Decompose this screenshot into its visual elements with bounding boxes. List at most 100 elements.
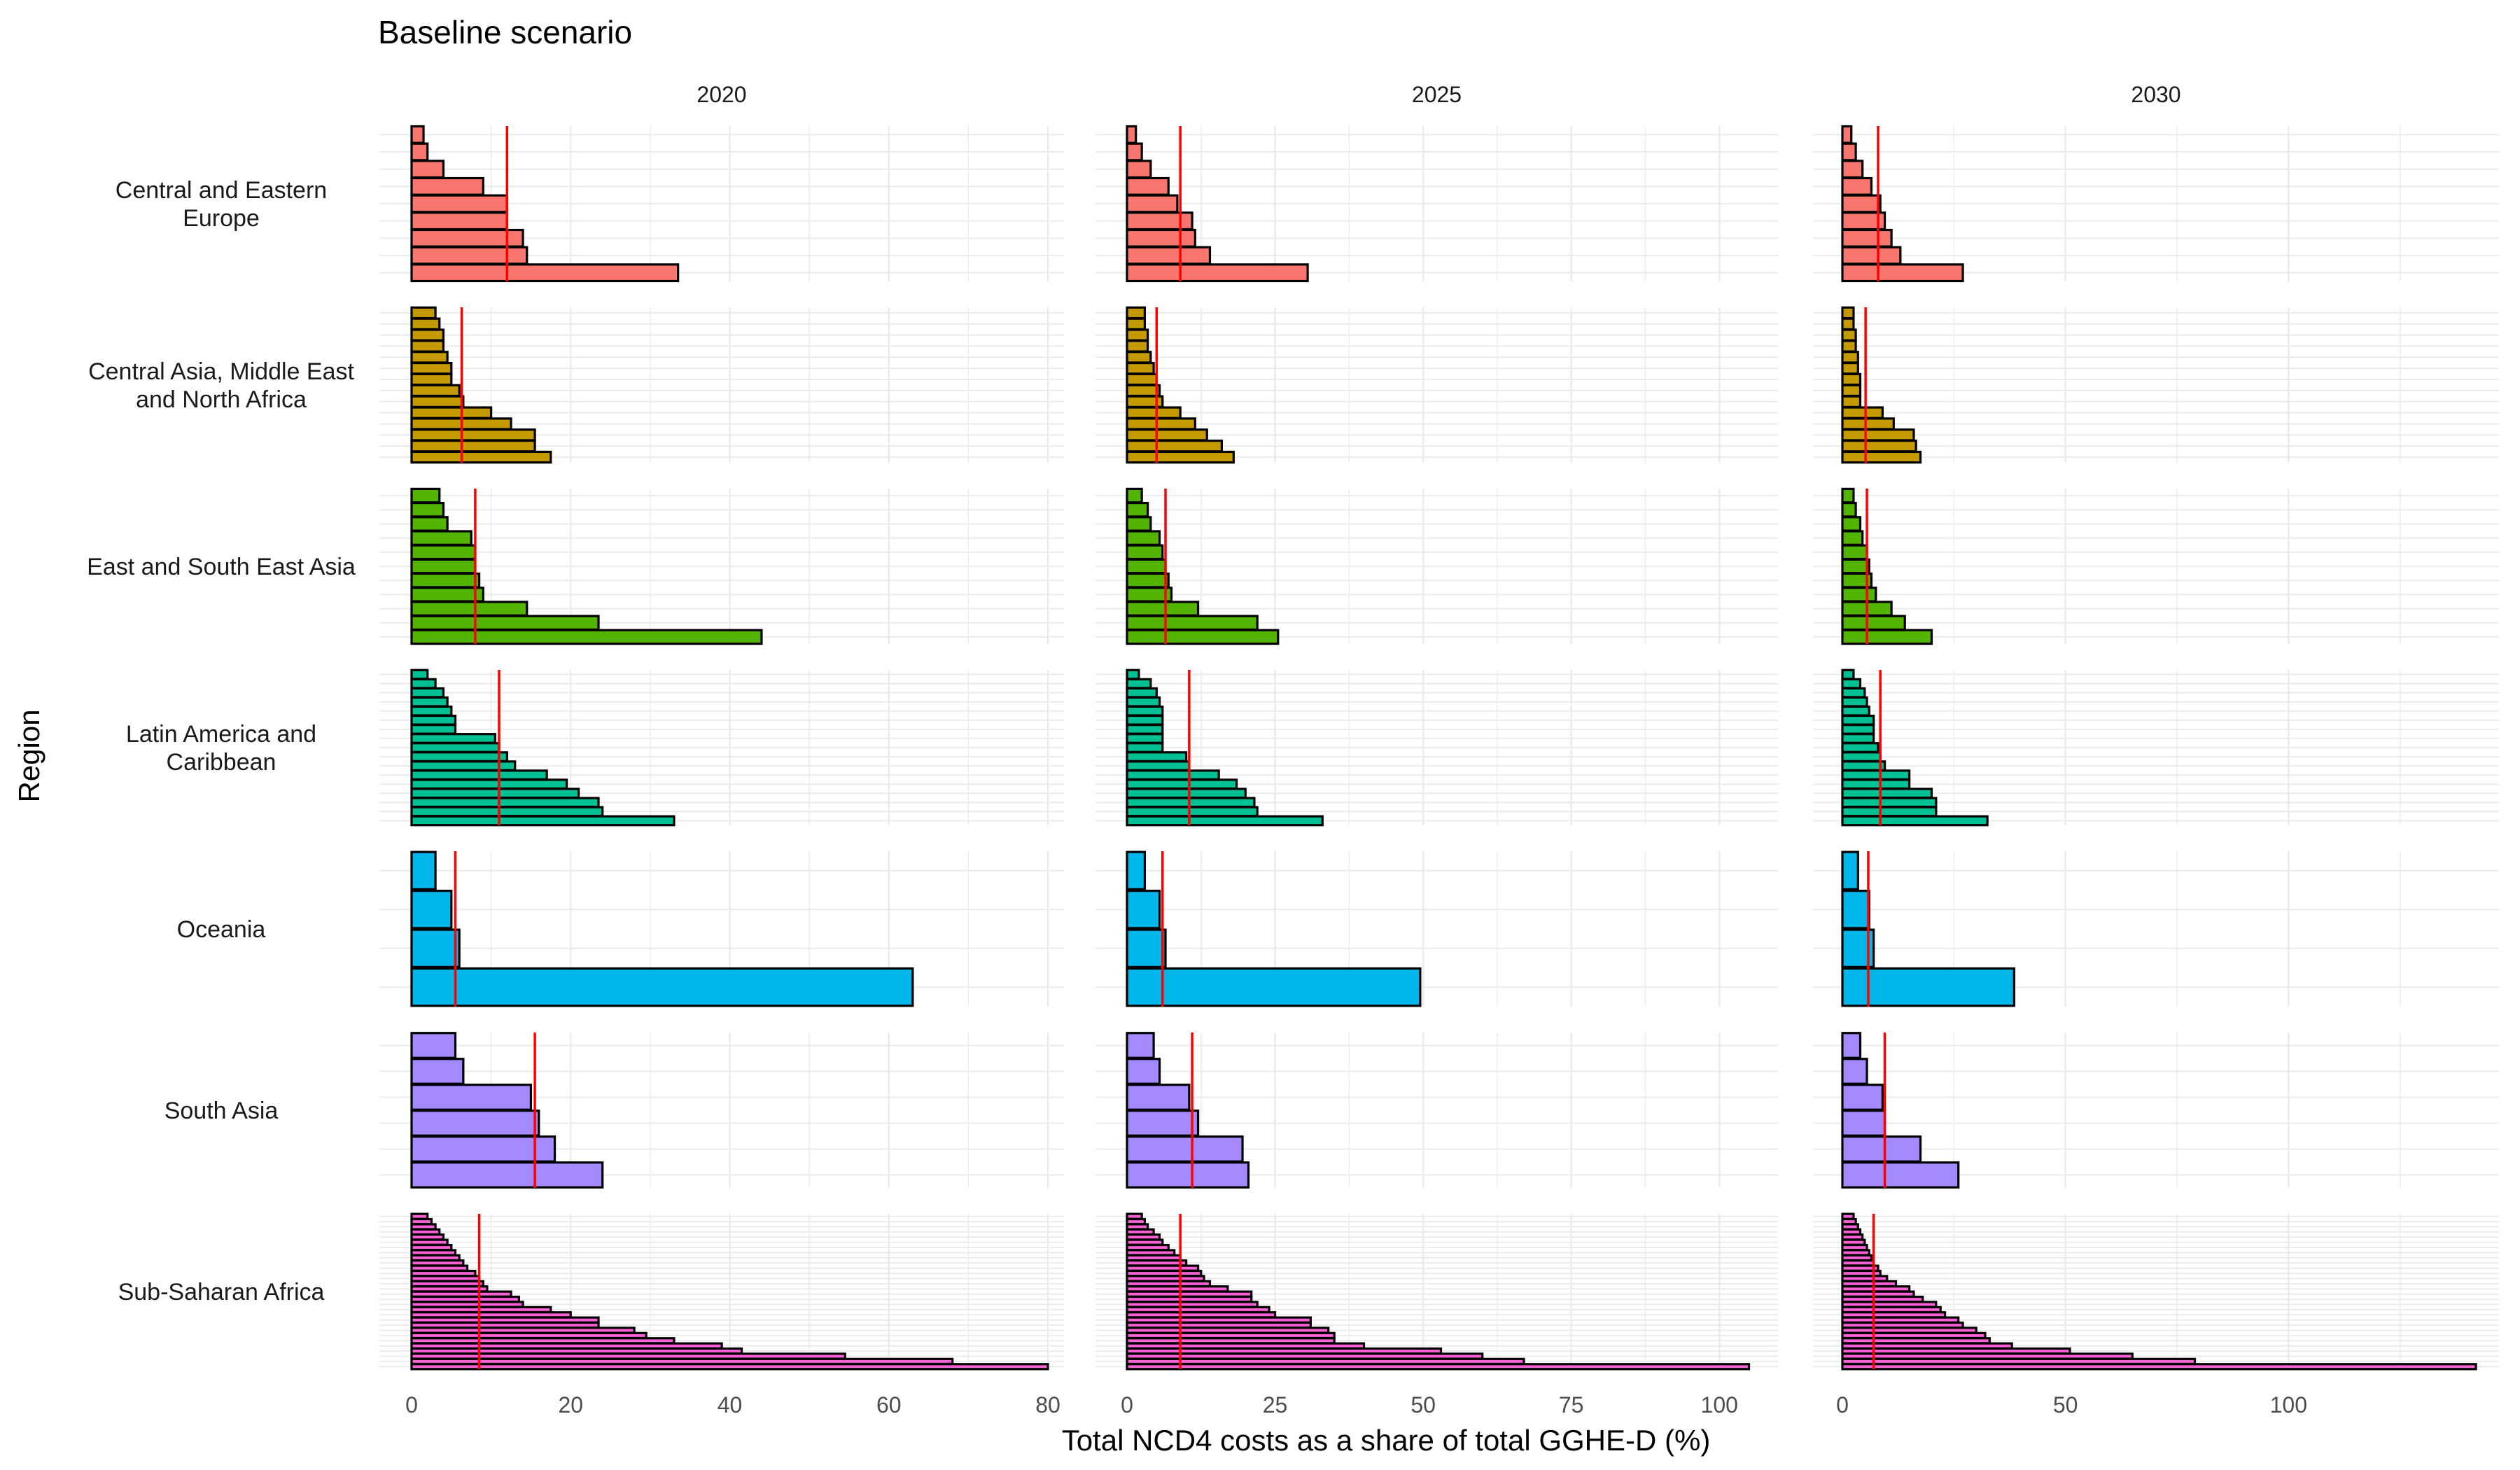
bar (1841, 1058, 1868, 1085)
bar (410, 211, 508, 231)
bar (410, 806, 604, 818)
bar (1126, 351, 1152, 364)
bar (1841, 742, 1879, 753)
bar (1126, 417, 1196, 430)
bar (1841, 328, 1857, 342)
bar (410, 1212, 429, 1220)
bar (1841, 384, 1862, 398)
bar (1126, 1135, 1244, 1163)
bar (1126, 125, 1138, 144)
bar (1841, 450, 1922, 464)
bar (410, 328, 445, 342)
bar (1841, 587, 1877, 603)
bar (1126, 558, 1167, 575)
bar (410, 572, 481, 589)
bar (410, 340, 445, 353)
bar (1841, 194, 1882, 214)
bar (410, 1032, 457, 1059)
bar (1126, 769, 1220, 781)
bar (410, 317, 441, 330)
bar (410, 751, 508, 762)
x-tick-label: 60 (876, 1392, 902, 1418)
x-tick-label: 75 (1559, 1392, 1584, 1418)
bar (1126, 742, 1164, 753)
bar (410, 160, 445, 179)
bar (1126, 1084, 1191, 1111)
bar (1126, 1161, 1250, 1189)
bar (410, 687, 445, 699)
bar (1841, 714, 1875, 726)
bar (1841, 1110, 1886, 1137)
bar (1841, 372, 1862, 386)
bar (410, 1058, 465, 1085)
x-tick-label: 100 (2270, 1392, 2307, 1418)
bar (1126, 687, 1158, 699)
bar (410, 629, 763, 645)
bar (410, 788, 580, 799)
bar (1126, 1110, 1200, 1137)
bar (1126, 530, 1161, 546)
bar (410, 487, 441, 504)
bar (1841, 629, 1933, 645)
row-label-line: Oceania (177, 916, 266, 943)
bar (1126, 629, 1280, 645)
bar (1841, 306, 1855, 320)
bar (1841, 487, 1855, 504)
bar (1126, 733, 1164, 744)
bar (410, 778, 568, 790)
bar (1841, 440, 1917, 453)
row-label-line: Caribbean (167, 749, 276, 776)
bar (410, 450, 552, 464)
bar (1841, 1032, 1862, 1059)
bar (1126, 572, 1170, 589)
bar (410, 142, 429, 162)
bar (410, 797, 600, 808)
bar (410, 668, 429, 680)
bar (410, 890, 453, 930)
bar (1126, 211, 1194, 231)
bar (1841, 751, 1882, 762)
bar (1841, 246, 1902, 265)
bar (1126, 1058, 1161, 1085)
x-tick-label: 0 (405, 1392, 418, 1418)
bar (1126, 384, 1161, 398)
bar (1841, 176, 1873, 196)
bar (1841, 530, 1864, 546)
bar (1841, 687, 1866, 699)
bar (1126, 246, 1212, 265)
bar (1126, 890, 1161, 930)
bar (1841, 778, 1911, 790)
bar (1126, 705, 1164, 717)
bar (410, 967, 914, 1007)
bar (1841, 733, 1875, 744)
strip-label-2020: 2020 (696, 82, 746, 107)
strip-label-2030: 2030 (2131, 82, 2180, 107)
bar (1126, 372, 1158, 386)
strip-label-2025: 2025 (1412, 82, 1462, 107)
bar (1841, 1161, 1960, 1189)
bar (410, 395, 465, 408)
x-tick-label: 0 (1836, 1392, 1849, 1418)
bar (1126, 1032, 1155, 1059)
row-label-line: South Asia (164, 1098, 279, 1124)
bar (410, 362, 453, 375)
bar (1126, 340, 1149, 353)
bar (410, 1110, 540, 1137)
bar (1841, 724, 1875, 735)
bar (1841, 516, 1862, 532)
x-tick-label: 50 (1410, 1392, 1436, 1418)
row-label: Sub-Saharan Africa (118, 1279, 325, 1306)
bar (1841, 340, 1857, 353)
bar (410, 384, 461, 398)
bar (1841, 428, 1915, 442)
bar (1841, 501, 1857, 518)
bar (1841, 317, 1855, 330)
bar (410, 530, 472, 546)
row-label: Oceania (177, 916, 266, 943)
row-label: Central and Eastern Europe (115, 177, 327, 232)
bar (1126, 815, 1324, 827)
bar (1126, 668, 1140, 680)
row-label: Latin America and Caribbean (126, 721, 316, 776)
